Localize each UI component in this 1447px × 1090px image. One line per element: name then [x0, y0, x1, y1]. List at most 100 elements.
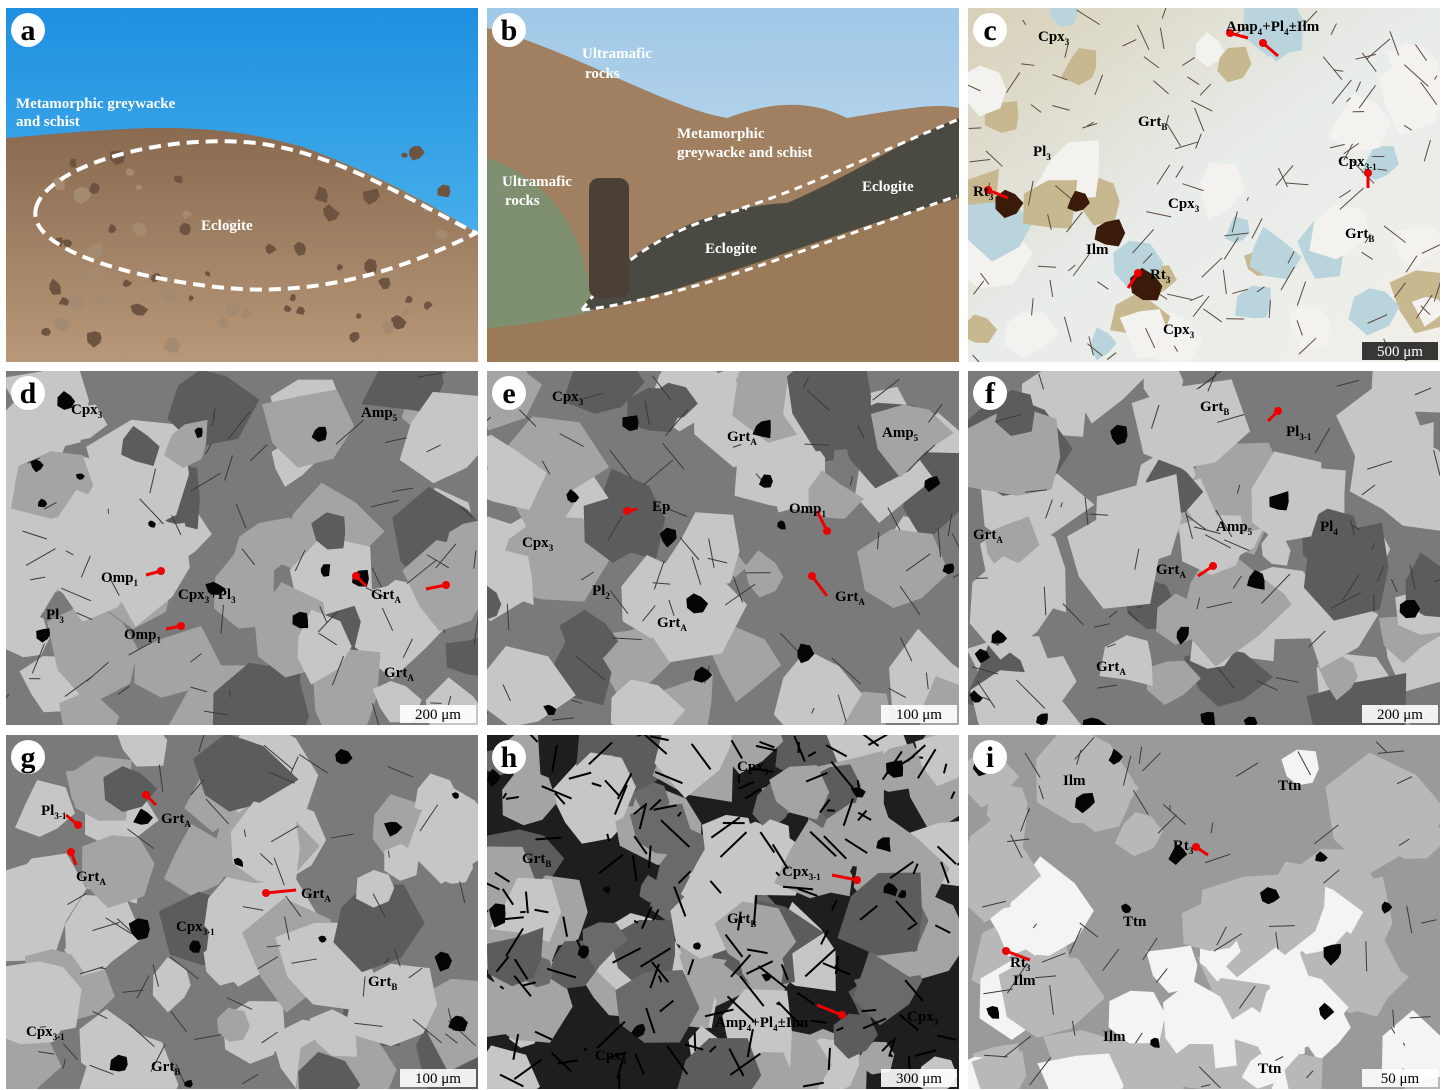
subscript: A: [1119, 667, 1126, 677]
subscript: A: [407, 673, 414, 683]
label-part: Cpx: [178, 587, 205, 603]
panel-letter: b: [501, 14, 518, 47]
arrow-head: [177, 622, 185, 630]
label-part: Cpx: [595, 1048, 622, 1064]
panel-letter: d: [20, 377, 37, 410]
label-part: Ilm: [1013, 973, 1036, 989]
crack: [637, 725, 665, 736]
person: [589, 178, 629, 298]
arrow-head: [838, 1011, 846, 1019]
subscript: B: [1368, 234, 1374, 244]
arrow-head: [808, 572, 816, 580]
label-part: Pl: [592, 583, 605, 599]
arrow-head: [352, 572, 360, 580]
label-part: Cpx: [26, 1024, 53, 1040]
label-part: Rt: [1150, 267, 1166, 283]
arrow-head: [1002, 947, 1010, 955]
subscript: A: [858, 597, 865, 607]
mineral-label: Omp1: [101, 570, 139, 588]
mineral-label: and schist: [16, 114, 80, 130]
mineral-label: Metamorphic: [677, 126, 765, 142]
panel: IlmTtnRt3TtnRt3IlmIlmTtni50 μm: [956, 723, 1447, 1090]
arrow-head: [1274, 407, 1282, 415]
subscript: 3: [622, 1056, 627, 1066]
arrow-head: [1209, 562, 1217, 570]
mineral-label: Ultramafic: [582, 46, 652, 62]
label-part: +Pl: [751, 1015, 773, 1031]
label-part: and schist: [16, 114, 80, 130]
label-part: Eclogite: [862, 179, 914, 195]
label-part: Cpx: [782, 864, 809, 880]
subscript: 3-1: [1365, 162, 1377, 172]
label-part: Grt: [657, 615, 680, 631]
label-part: Cpx: [522, 535, 549, 551]
subscript: B: [545, 859, 551, 869]
label-part: Grt: [368, 974, 391, 990]
label-part: Metamorphic greywacke: [16, 96, 176, 112]
label-part: Eclogite: [201, 218, 253, 234]
subscript: 5: [1248, 527, 1253, 537]
subscript: 5: [393, 413, 398, 423]
panel: UltramaficrocksMetamorphicgreywacke and …: [487, 8, 959, 362]
panel-letter: f: [985, 377, 996, 410]
subscript: B: [174, 1067, 180, 1077]
subscript: 3: [59, 615, 64, 625]
subscript: 3-1: [54, 811, 66, 821]
label-part: rocks: [585, 66, 620, 82]
scale-bar: 200 μm: [1377, 707, 1423, 723]
label-part: Grt: [151, 1059, 174, 1075]
subscript: 3: [1189, 846, 1194, 856]
arrow-head: [67, 848, 75, 856]
subscript: 4: [1333, 527, 1338, 537]
subscript: 3: [579, 397, 584, 407]
mineral-label: Amp4+Pl4±Ilm: [1226, 19, 1320, 37]
label-part: Cpx: [552, 389, 579, 405]
subscript: 3: [1166, 275, 1171, 285]
arrow-head: [74, 821, 82, 829]
label-part: Cpx: [1038, 29, 1065, 45]
arrow-head: [1259, 39, 1267, 47]
label-part: Amp: [1226, 19, 1258, 35]
label-part: Omp: [101, 570, 134, 586]
label-part: Cpx: [737, 759, 764, 775]
mineral-label: Omp1: [124, 627, 162, 645]
subscript: B: [1223, 407, 1229, 417]
label-part: Ttn: [1278, 778, 1302, 794]
subscript: 3: [1026, 963, 1031, 973]
label-part: Grt: [1200, 399, 1223, 415]
crack: [919, 757, 923, 758]
mineral-label: Ttn: [1258, 1061, 1282, 1077]
label-part: Amp: [882, 425, 914, 441]
mineral-label: Eclogite: [862, 179, 914, 195]
label-part: Pl: [46, 607, 59, 623]
mineral-label: Ttn: [1278, 778, 1302, 794]
label-part: Cpx: [1338, 154, 1365, 170]
arrow-head: [623, 507, 631, 515]
arrow-head: [823, 527, 831, 535]
label-part: Ttn: [1123, 914, 1147, 930]
label-part: Ilm: [1063, 773, 1086, 789]
arrow-head: [442, 581, 450, 589]
label-part: Pl: [1286, 424, 1299, 440]
subscript: 3: [1046, 152, 1051, 162]
label-part: rocks: [505, 193, 540, 209]
subscript: 3: [98, 410, 103, 420]
arrow-head: [157, 567, 165, 575]
subscript: 3: [934, 1017, 939, 1027]
label-part: Ilm: [1086, 242, 1109, 258]
subscript: A: [324, 894, 331, 904]
label-part: Grt: [1345, 226, 1368, 242]
subscript: 1: [822, 509, 827, 519]
panel: Cpx3GrtBCpx3-1GrtBAmp4+Pl4±IlmCpx3Cpx3h3…: [445, 693, 994, 1090]
subscript: 1: [157, 635, 162, 645]
mineral-label: Ultramafic: [502, 174, 572, 190]
scale-bar: 100 μm: [415, 1071, 461, 1087]
subscript: 3: [1195, 204, 1200, 214]
label-part: Rt: [973, 184, 989, 200]
crack: [695, 1033, 696, 1051]
label-part: Cpx: [176, 919, 203, 935]
panel: GrtBPl3-1GrtAAmp5Pl4GrtAGrtAf200 μm: [963, 330, 1447, 781]
subscript: A: [394, 595, 401, 605]
panel: Pl3-1GrtAGrtAGrtACpx3-1GrtBCpx3-1GrtBg10…: [0, 714, 518, 1090]
scale-bar: 300 μm: [896, 1071, 942, 1087]
